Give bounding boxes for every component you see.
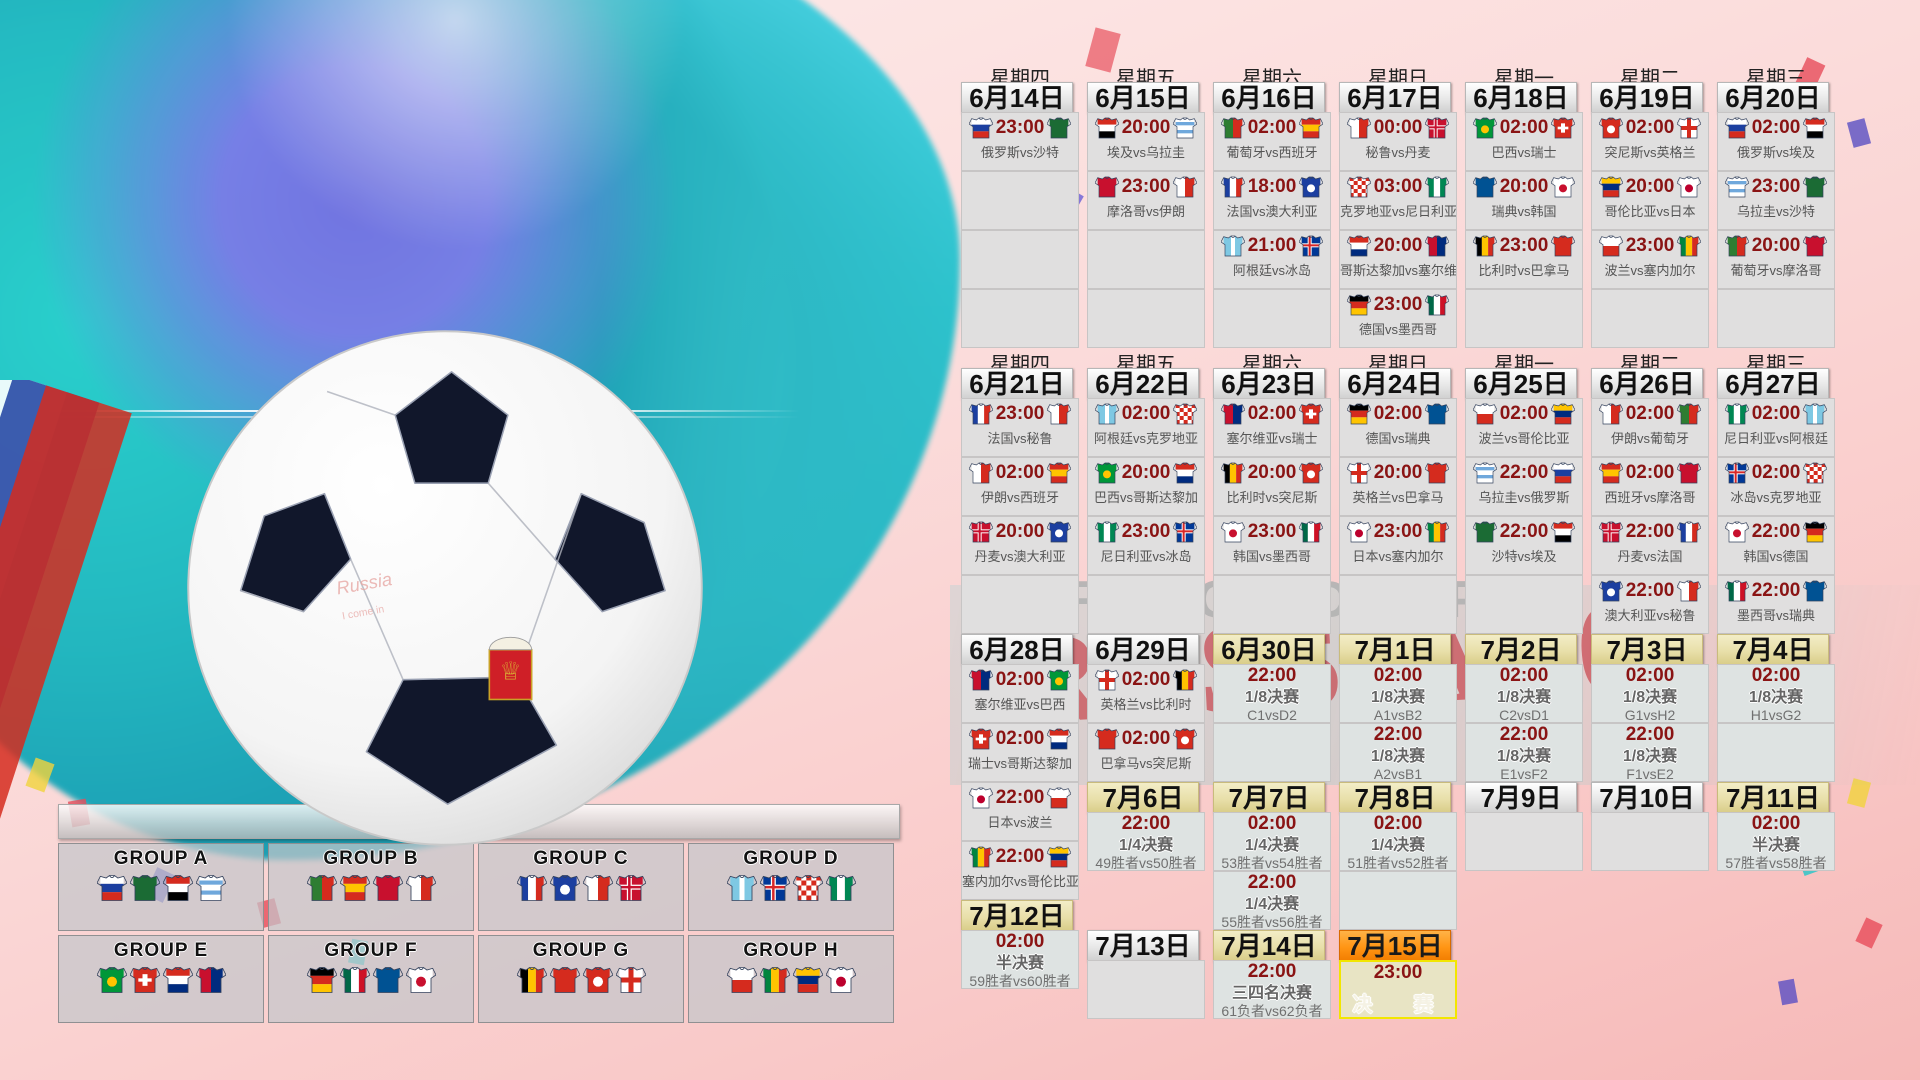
svg-text:♕: ♕ <box>499 658 521 686</box>
